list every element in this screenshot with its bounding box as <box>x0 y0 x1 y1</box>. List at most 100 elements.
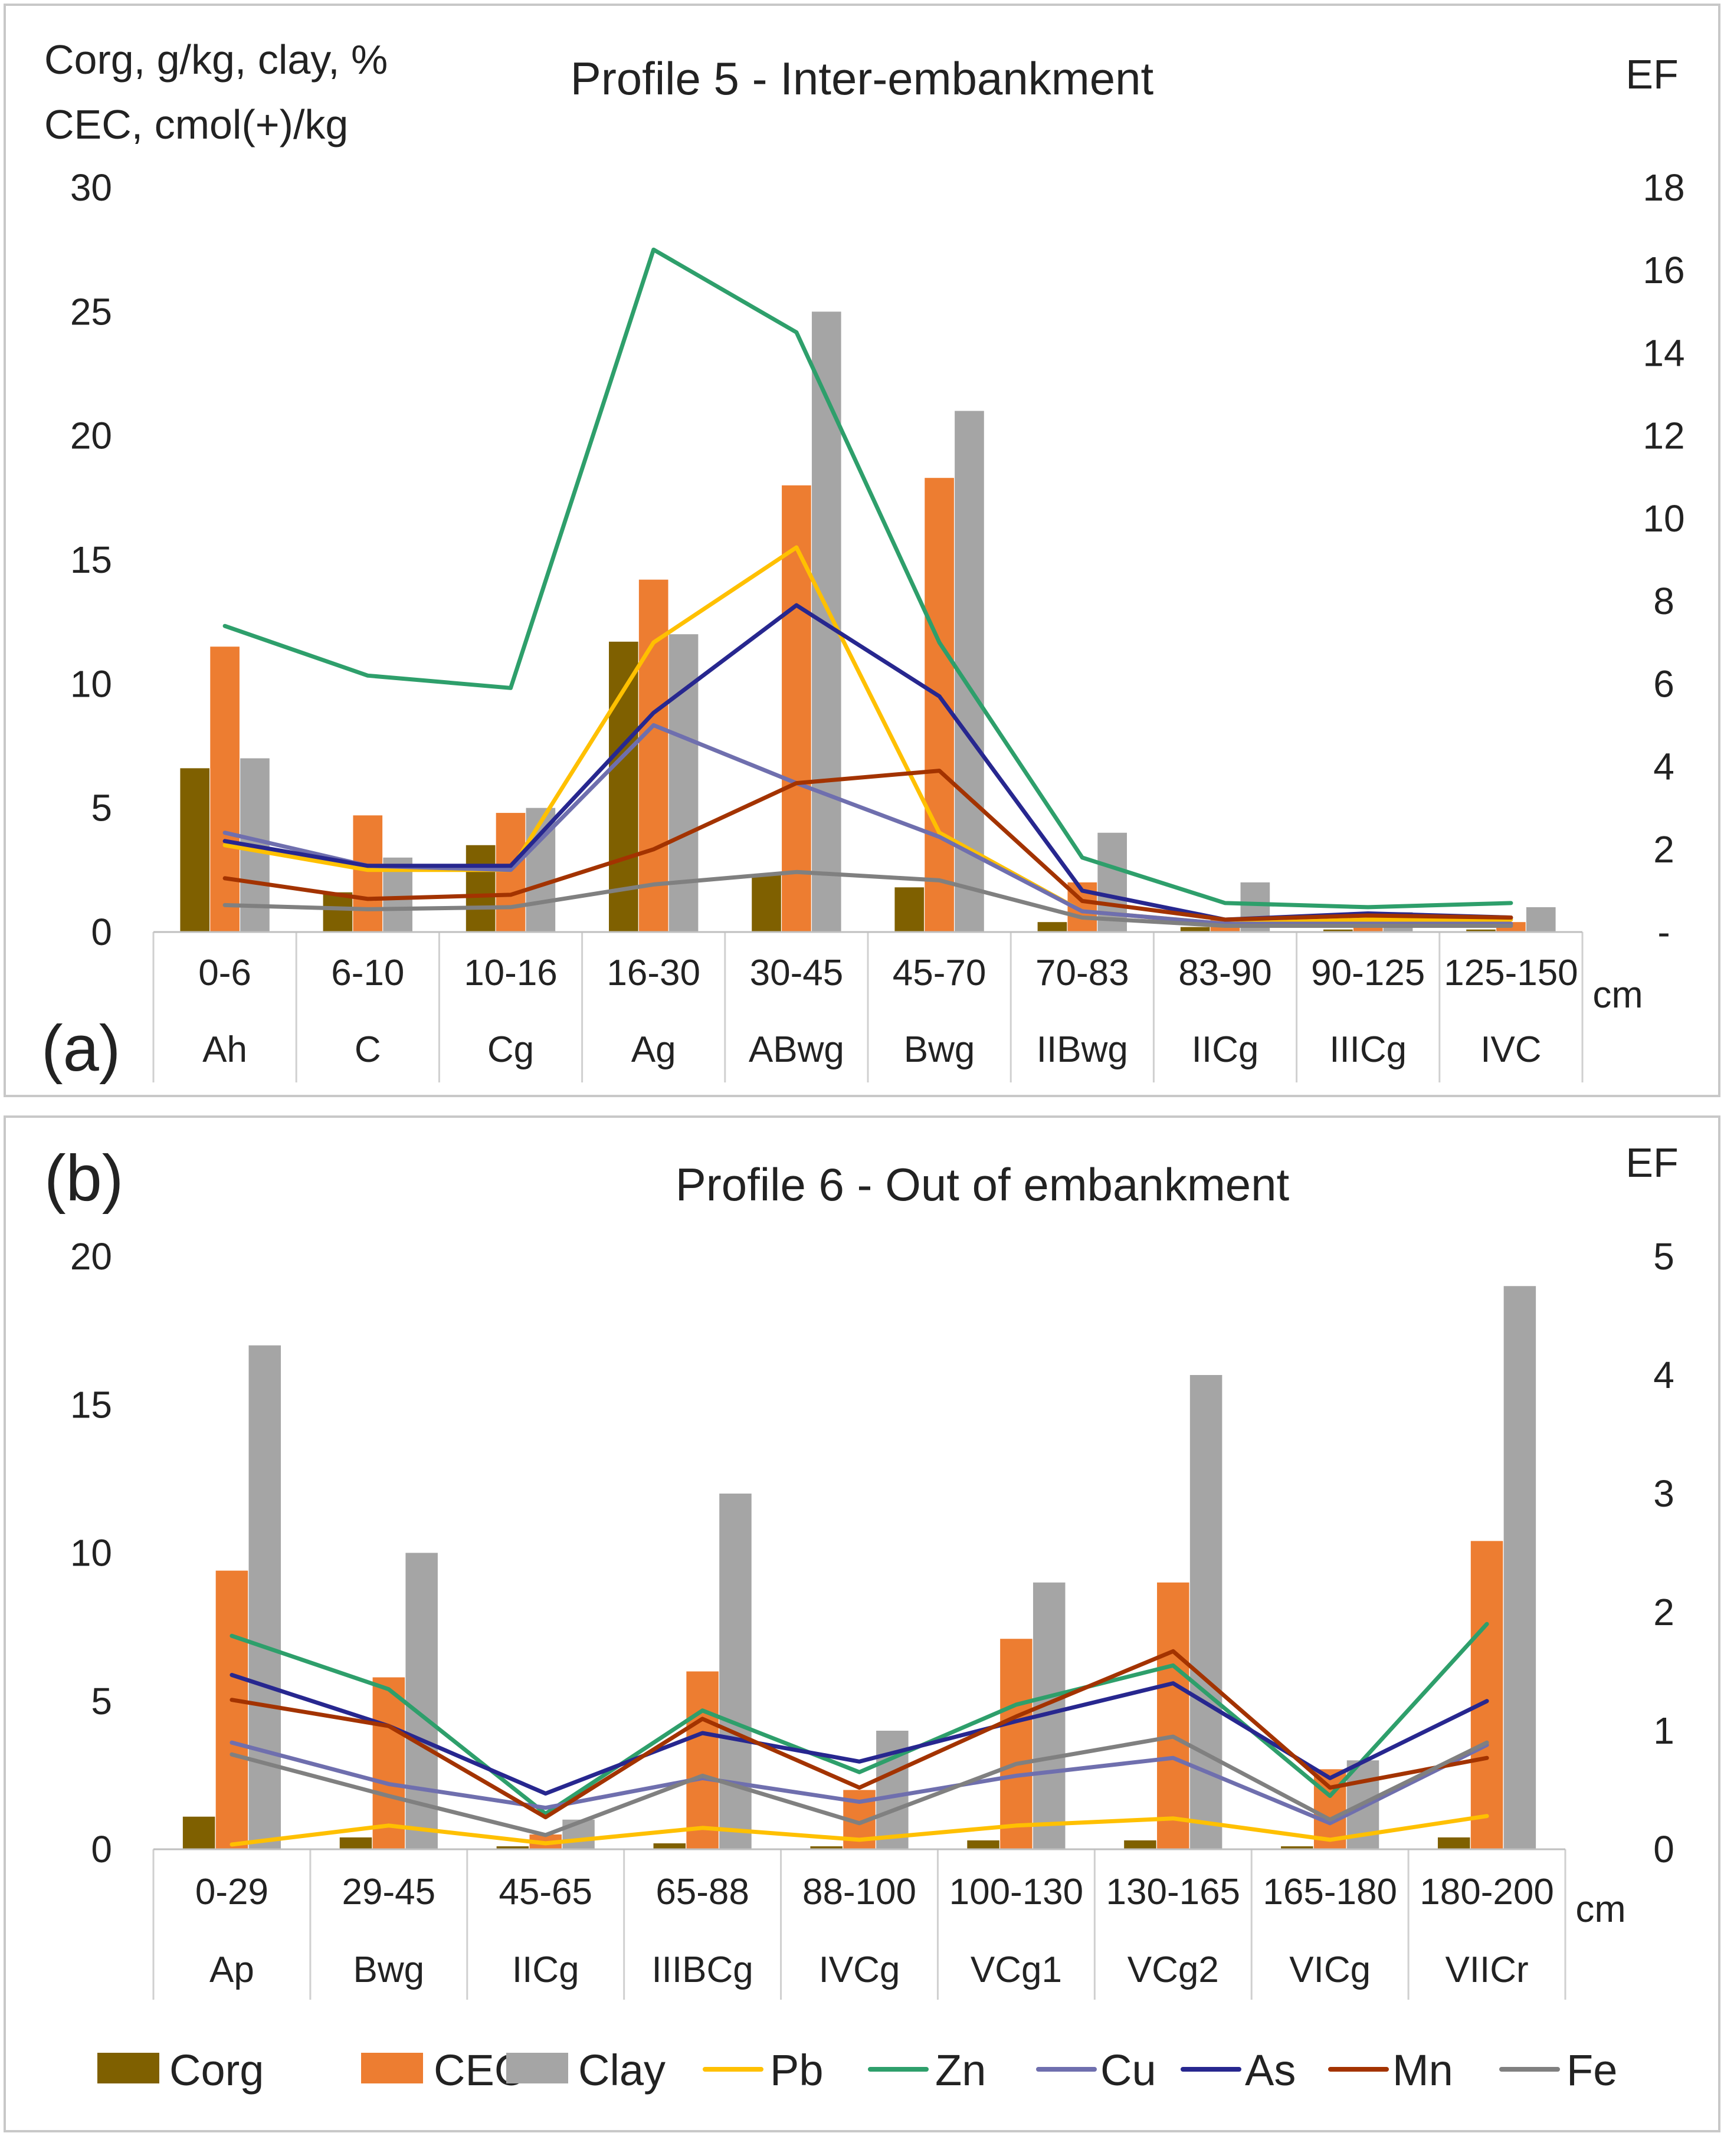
panel-b-bar-clay-65-88 <box>719 1494 752 1849</box>
panel-b-ytick-20: 20 <box>70 1235 112 1278</box>
panel-b-bar-corg-88-100 <box>810 1846 843 1849</box>
panel-b-category-label: 165-180 <box>1263 1872 1397 1912</box>
legend-swatch-clay <box>506 2053 568 2083</box>
panel-a-category-label: 0-6 <box>198 953 251 993</box>
panel-b-ytick-15: 15 <box>70 1383 112 1426</box>
panel-a-ytick-20: 20 <box>70 415 112 457</box>
panel-b-bar-cec-180-200 <box>1470 1541 1503 1849</box>
panel-b-y2tick-2: 2 <box>1653 1591 1674 1633</box>
panel-b-y2label: EF <box>1625 1140 1678 1186</box>
panel-b-y2tick-4: 4 <box>1653 1354 1674 1396</box>
panel-a-bar-cec-6-10 <box>353 815 383 932</box>
panel-b-y2tick-1: 1 <box>1653 1709 1674 1752</box>
panel-b-bar-corg-0-29 <box>182 1816 215 1849</box>
panel-b-bar-corg-29-45 <box>339 1837 372 1849</box>
panel-b-category-label: 29-45 <box>342 1872 436 1912</box>
panel-b-bar-corg-180-200 <box>1437 1837 1470 1849</box>
panel-a-horizon-label: ABwg <box>749 1029 844 1070</box>
panel-b-y2tick-zero: 0 <box>1653 1828 1674 1870</box>
panel-a-category-label: 30-45 <box>750 953 844 993</box>
panel-a-ytick-25: 25 <box>70 290 112 333</box>
panel-a-category-label: 90-125 <box>1311 953 1425 993</box>
panel-a-line-cu <box>222 723 1513 926</box>
panel-b-bar-clay-180-200 <box>1503 1286 1536 1849</box>
panel-a-category-label: 10-16 <box>464 953 558 993</box>
panel-a-y2tick-6: 6 <box>1653 662 1674 705</box>
panel-a-bar-clay-30-45 <box>811 311 841 933</box>
panel-b-line-mn <box>230 1649 1489 1820</box>
panel-a-horizon-label: Ah <box>202 1029 247 1070</box>
panel-b-category-label: 0-29 <box>195 1872 268 1912</box>
panel-a-category-label: 16-30 <box>607 953 700 993</box>
panel-a-title: Profile 5 - Inter-embankment <box>571 52 1154 104</box>
panel-a-ytick-15: 15 <box>70 539 112 581</box>
panel-b-bar-corg-100-130 <box>967 1840 999 1849</box>
panel-a-y2label: EF <box>1625 51 1678 97</box>
panel-b-bar-cec-65-88 <box>686 1671 719 1849</box>
panel-a-category-label: 83-90 <box>1178 953 1272 993</box>
panel-b-category-label: 180-200 <box>1420 1872 1554 1912</box>
panel-b-category-label: 130-165 <box>1106 1872 1241 1912</box>
panel-a-plot: 0 5 10 15 20 25 30 - 2 4 6 8 10 12 14 16 18 0-6 Ah 6-10 C 10-… <box>70 166 1685 1082</box>
panel-a-frame <box>4 4 1720 1097</box>
panel-a-y2tick-2: 2 <box>1653 828 1674 871</box>
panel-a-ylabel-line1: Corg, g/kg, clay, % <box>44 37 388 83</box>
panel-a-bar-cec-16-30 <box>638 579 668 932</box>
panel-b-horizon-label: Bwg <box>353 1950 425 1990</box>
panel-a-category-label: 70-83 <box>1035 953 1129 993</box>
panel-a-xunit: cm <box>1592 973 1643 1016</box>
panel-a-y2tick-14: 14 <box>1643 332 1684 374</box>
panel-a-horizon-label: IVC <box>1480 1029 1541 1070</box>
panel-a-horizon-label: IIICg <box>1329 1029 1407 1070</box>
panel-a-horizon-label: Bwg <box>904 1029 975 1070</box>
panel-a-y2tick-16: 16 <box>1643 249 1684 291</box>
panel-b-bar-clay-0-29 <box>248 1345 281 1849</box>
legend-label-corg: Corg <box>169 2046 264 2095</box>
legend-label-cu: Cu <box>1100 2046 1156 2095</box>
panel-a-bar-corg-10-16 <box>466 845 496 932</box>
legend-label-pb: Pb <box>770 2046 824 2095</box>
panel-b-category-label: 88-100 <box>802 1872 916 1912</box>
panel-a-category-label: 6-10 <box>331 953 404 993</box>
panel-a-bar-corg-6-10 <box>323 892 353 932</box>
panel-b-horizon-label: IVCg <box>819 1950 900 1990</box>
panel-a-y2tick-12: 12 <box>1643 415 1684 457</box>
panel-a-ytick-0: 0 <box>91 911 112 953</box>
legend-label-clay: Clay <box>578 2046 666 2095</box>
panel-b-plot: 0 5 10 15 20 0 1 2 3 4 5 0-29 Ap 29-45 Bwg 45-65 IICg 65-… <box>70 1235 1674 2000</box>
panel-a-bar-cec-45-70 <box>925 478 954 932</box>
panel-a-bar-corg-0-6 <box>180 768 210 932</box>
panel-b-line-pb <box>230 1814 1489 1847</box>
panel-b-ytick-5: 5 <box>91 1680 112 1722</box>
panel-a-bar-clay-16-30 <box>668 634 699 932</box>
panel-b-line-cu <box>230 1740 1489 1826</box>
panel-a-horizon-label: C <box>355 1029 381 1070</box>
panel-a-line-as <box>222 603 1513 922</box>
panel-b-bar-cec-29-45 <box>372 1677 405 1849</box>
panel-b-y2tick-5: 5 <box>1653 1235 1674 1278</box>
panel-a-bar-corg-90-125 <box>1323 929 1353 932</box>
legend-swatch-cec <box>361 2053 423 2083</box>
panel-a-bar-cec-10-16 <box>496 813 526 932</box>
panel-b-ytick-0: 0 <box>91 1828 112 1870</box>
panel-a-line-zn <box>222 247 1513 910</box>
panel-a-horizon-label: Cg <box>487 1029 534 1070</box>
panel-a-ytick-5: 5 <box>91 787 112 829</box>
panel-a-y2tick-8: 8 <box>1653 580 1674 622</box>
panel-b-category-label: 100-130 <box>949 1872 1084 1912</box>
panel-a-y2tick-zero: - <box>1657 911 1670 953</box>
panel-b-horizon-label: VCg1 <box>971 1950 1062 1990</box>
panel-b-frame <box>4 1115 1720 2132</box>
panel-a-ylabel-line2: CEC, cmol(+)/kg <box>44 101 348 147</box>
panel-b-horizon-label: VCg2 <box>1128 1950 1219 1990</box>
panel-a-bar-corg-30-45 <box>752 875 781 932</box>
panel-b-horizon-label: IICg <box>512 1950 579 1990</box>
panel-b-bar-corg-130-165 <box>1124 1840 1156 1849</box>
panel-b-bar-corg-65-88 <box>653 1843 686 1849</box>
panel-a-label: (a) <box>41 1012 120 1085</box>
panel-a-category-label: 125-150 <box>1444 953 1578 993</box>
panel-a-horizon-label: IICg <box>1192 1029 1259 1070</box>
legend-label-mn: Mn <box>1392 2046 1453 2095</box>
panel-b-bar-cec-100-130 <box>1000 1639 1033 1849</box>
